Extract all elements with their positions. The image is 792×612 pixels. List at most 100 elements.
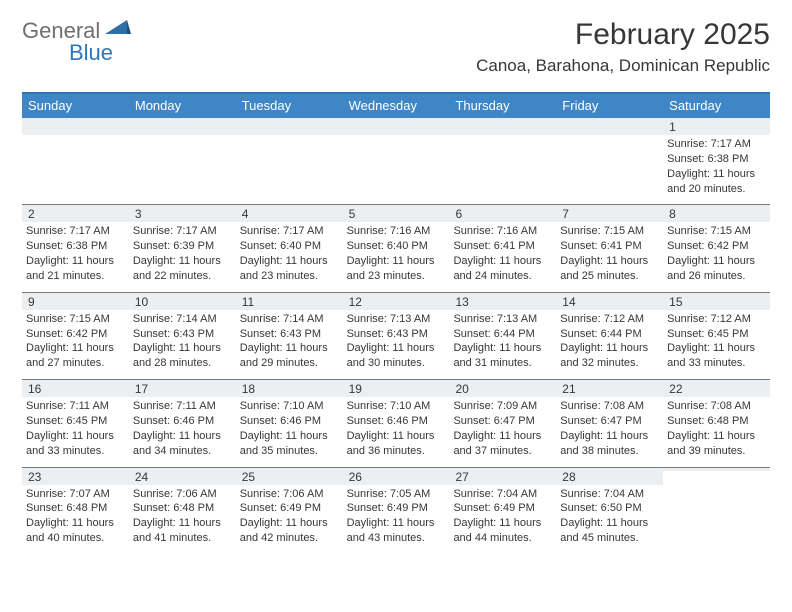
day-info-line: Sunrise: 7:09 AM: [453, 399, 552, 414]
day-number-strip: 17: [129, 380, 236, 397]
day-cell: [129, 118, 236, 204]
day-info: Sunrise: 7:10 AMSunset: 6:46 PMDaylight:…: [240, 399, 339, 458]
day-number-strip: 1: [663, 118, 770, 135]
day-info-line: Sunrise: 7:17 AM: [133, 224, 232, 239]
day-info-line: Sunset: 6:46 PM: [240, 414, 339, 429]
day-info-line: Sunrise: 7:10 AM: [240, 399, 339, 414]
title-block: February 2025 Canoa, Barahona, Dominican…: [476, 18, 770, 76]
day-number-strip: 15: [663, 293, 770, 310]
day-info-line: Daylight: 11 hours: [667, 167, 766, 182]
day-cell: [663, 468, 770, 554]
day-cell: 20 Sunrise: 7:09 AMSunset: 6:47 PMDayligh…: [449, 380, 556, 466]
weekday-header: Monday: [129, 94, 236, 118]
day-info-line: and 27 minutes.: [26, 356, 125, 371]
day-cell: 11Sunrise: 7:14 AMSunset: 6:43 PMDayligh…: [236, 293, 343, 379]
weekday-header-row: SundayMondayTuesdayWednesdayThursdayFrid…: [22, 94, 770, 118]
day-info-line: Daylight: 11 hours: [240, 254, 339, 269]
day-info-line: Sunset: 6:46 PM: [133, 414, 232, 429]
day-cell: 18 Sunrise: 7:10 AMSunset: 6:46 PMDayligh…: [236, 380, 343, 466]
day-info-line: Sunrise: 7:13 AM: [347, 312, 446, 327]
day-info-line: Sunset: 6:47 PM: [453, 414, 552, 429]
day-info-line: Sunrise: 7:12 AM: [667, 312, 766, 327]
day-number: 15: [669, 295, 764, 309]
day-info-line: Daylight: 11 hours: [347, 254, 446, 269]
day-info-line: Sunrise: 7:15 AM: [667, 224, 766, 239]
day-info-line: Sunrise: 7:06 AM: [240, 487, 339, 502]
day-number-strip: 21: [556, 380, 663, 397]
day-info-line: Sunset: 6:38 PM: [26, 239, 125, 254]
day-number: 23: [28, 470, 123, 484]
day-number: 20: [455, 382, 550, 396]
day-info-line: Daylight: 11 hours: [667, 254, 766, 269]
week-row: 2Sunrise: 7:17 AMSunset: 6:38 PMDaylight…: [22, 205, 770, 292]
day-info-line: Sunset: 6:39 PM: [133, 239, 232, 254]
day-cell: [343, 118, 450, 204]
day-info-line: Daylight: 11 hours: [347, 341, 446, 356]
day-number-strip: 6: [449, 205, 556, 222]
day-info: Sunrise: 7:06 AMSunset: 6:49 PMDaylight:…: [240, 487, 339, 546]
day-cell: [22, 118, 129, 204]
day-number-strip: [449, 118, 556, 135]
day-info-line: Daylight: 11 hours: [453, 254, 552, 269]
day-number-strip: 12: [343, 293, 450, 310]
day-info-line: Sunset: 6:48 PM: [133, 501, 232, 516]
month-title: February 2025: [476, 18, 770, 52]
day-number-strip: [663, 468, 770, 471]
day-info-line: and 29 minutes.: [240, 356, 339, 371]
day-info-line: Daylight: 11 hours: [133, 516, 232, 531]
day-info-line: Sunrise: 7:17 AM: [240, 224, 339, 239]
day-info-line: Daylight: 11 hours: [560, 516, 659, 531]
day-info-line: and 36 minutes.: [347, 444, 446, 459]
day-number: 4: [242, 207, 337, 221]
weekday-header: Wednesday: [343, 94, 450, 118]
day-number: 19: [349, 382, 444, 396]
day-info-line: Sunset: 6:43 PM: [240, 327, 339, 342]
day-info-line: and 23 minutes.: [347, 269, 446, 284]
week-row: 9Sunrise: 7:15 AMSunset: 6:42 PMDaylight…: [22, 293, 770, 380]
day-number: 1: [669, 120, 764, 134]
day-info-line: Sunset: 6:45 PM: [26, 414, 125, 429]
day-info-line: Sunrise: 7:11 AM: [26, 399, 125, 414]
day-info-line: Sunset: 6:38 PM: [667, 152, 766, 167]
day-info: Sunrise: 7:08 AMSunset: 6:48 PMDaylight:…: [667, 399, 766, 458]
day-info-line: Daylight: 11 hours: [667, 341, 766, 356]
day-info-line: and 32 minutes.: [560, 356, 659, 371]
day-info: Sunrise: 7:13 AMSunset: 6:43 PMDaylight:…: [347, 312, 446, 371]
day-number: 7: [562, 207, 657, 221]
day-info-line: Sunrise: 7:04 AM: [453, 487, 552, 502]
day-info: Sunrise: 7:15 AMSunset: 6:42 PMDaylight:…: [667, 224, 766, 283]
day-cell: 9Sunrise: 7:15 AMSunset: 6:42 PMDaylight…: [22, 293, 129, 379]
day-number-strip: 18: [236, 380, 343, 397]
day-info-line: and 44 minutes.: [453, 531, 552, 546]
day-info-line: and 33 minutes.: [667, 356, 766, 371]
day-info-line: Daylight: 11 hours: [240, 516, 339, 531]
day-cell: 21Sunrise: 7:08 AMSunset: 6:47 PMDayligh…: [556, 380, 663, 466]
weekday-header: Saturday: [663, 94, 770, 118]
day-info-line: Sunrise: 7:13 AM: [453, 312, 552, 327]
day-info-line: Sunset: 6:50 PM: [560, 501, 659, 516]
day-info-line: and 41 minutes.: [133, 531, 232, 546]
day-number-strip: [22, 118, 129, 135]
day-cell: 3Sunrise: 7:17 AMSunset: 6:39 PMDaylight…: [129, 205, 236, 291]
day-info: Sunrise: 7:12 AMSunset: 6:44 PMDaylight:…: [560, 312, 659, 371]
day-info: Sunrise: 7:11 AMSunset: 6:46 PMDaylight:…: [133, 399, 232, 458]
day-info-line: Sunrise: 7:16 AM: [453, 224, 552, 239]
day-info-line: Daylight: 11 hours: [453, 429, 552, 444]
day-info: Sunrise: 7:14 AMSunset: 6:43 PMDaylight:…: [133, 312, 232, 371]
day-info: Sunrise: 7:17 AMSunset: 6:38 PMDaylight:…: [667, 137, 766, 196]
week-row: 1 Sunrise: 7:17 AMSunset: 6:38 PMDaylight…: [22, 118, 770, 205]
day-info-line: Sunrise: 7:17 AM: [667, 137, 766, 152]
day-cell: [236, 118, 343, 204]
weekday-header: Sunday: [22, 94, 129, 118]
day-info-line: Sunset: 6:43 PM: [133, 327, 232, 342]
day-info: Sunrise: 7:17 AMSunset: 6:39 PMDaylight:…: [133, 224, 232, 283]
day-cell: 14Sunrise: 7:12 AMSunset: 6:44 PMDayligh…: [556, 293, 663, 379]
brand-word-blue: Blue: [69, 40, 113, 66]
day-cell: 15Sunrise: 7:12 AMSunset: 6:45 PMDayligh…: [663, 293, 770, 379]
day-number-strip: 11: [236, 293, 343, 310]
weekday-header: Tuesday: [236, 94, 343, 118]
day-info-line: Daylight: 11 hours: [26, 341, 125, 356]
day-info-line: and 23 minutes.: [240, 269, 339, 284]
day-info-line: and 21 minutes.: [26, 269, 125, 284]
day-cell: 13Sunrise: 7:13 AMSunset: 6:44 PMDayligh…: [449, 293, 556, 379]
